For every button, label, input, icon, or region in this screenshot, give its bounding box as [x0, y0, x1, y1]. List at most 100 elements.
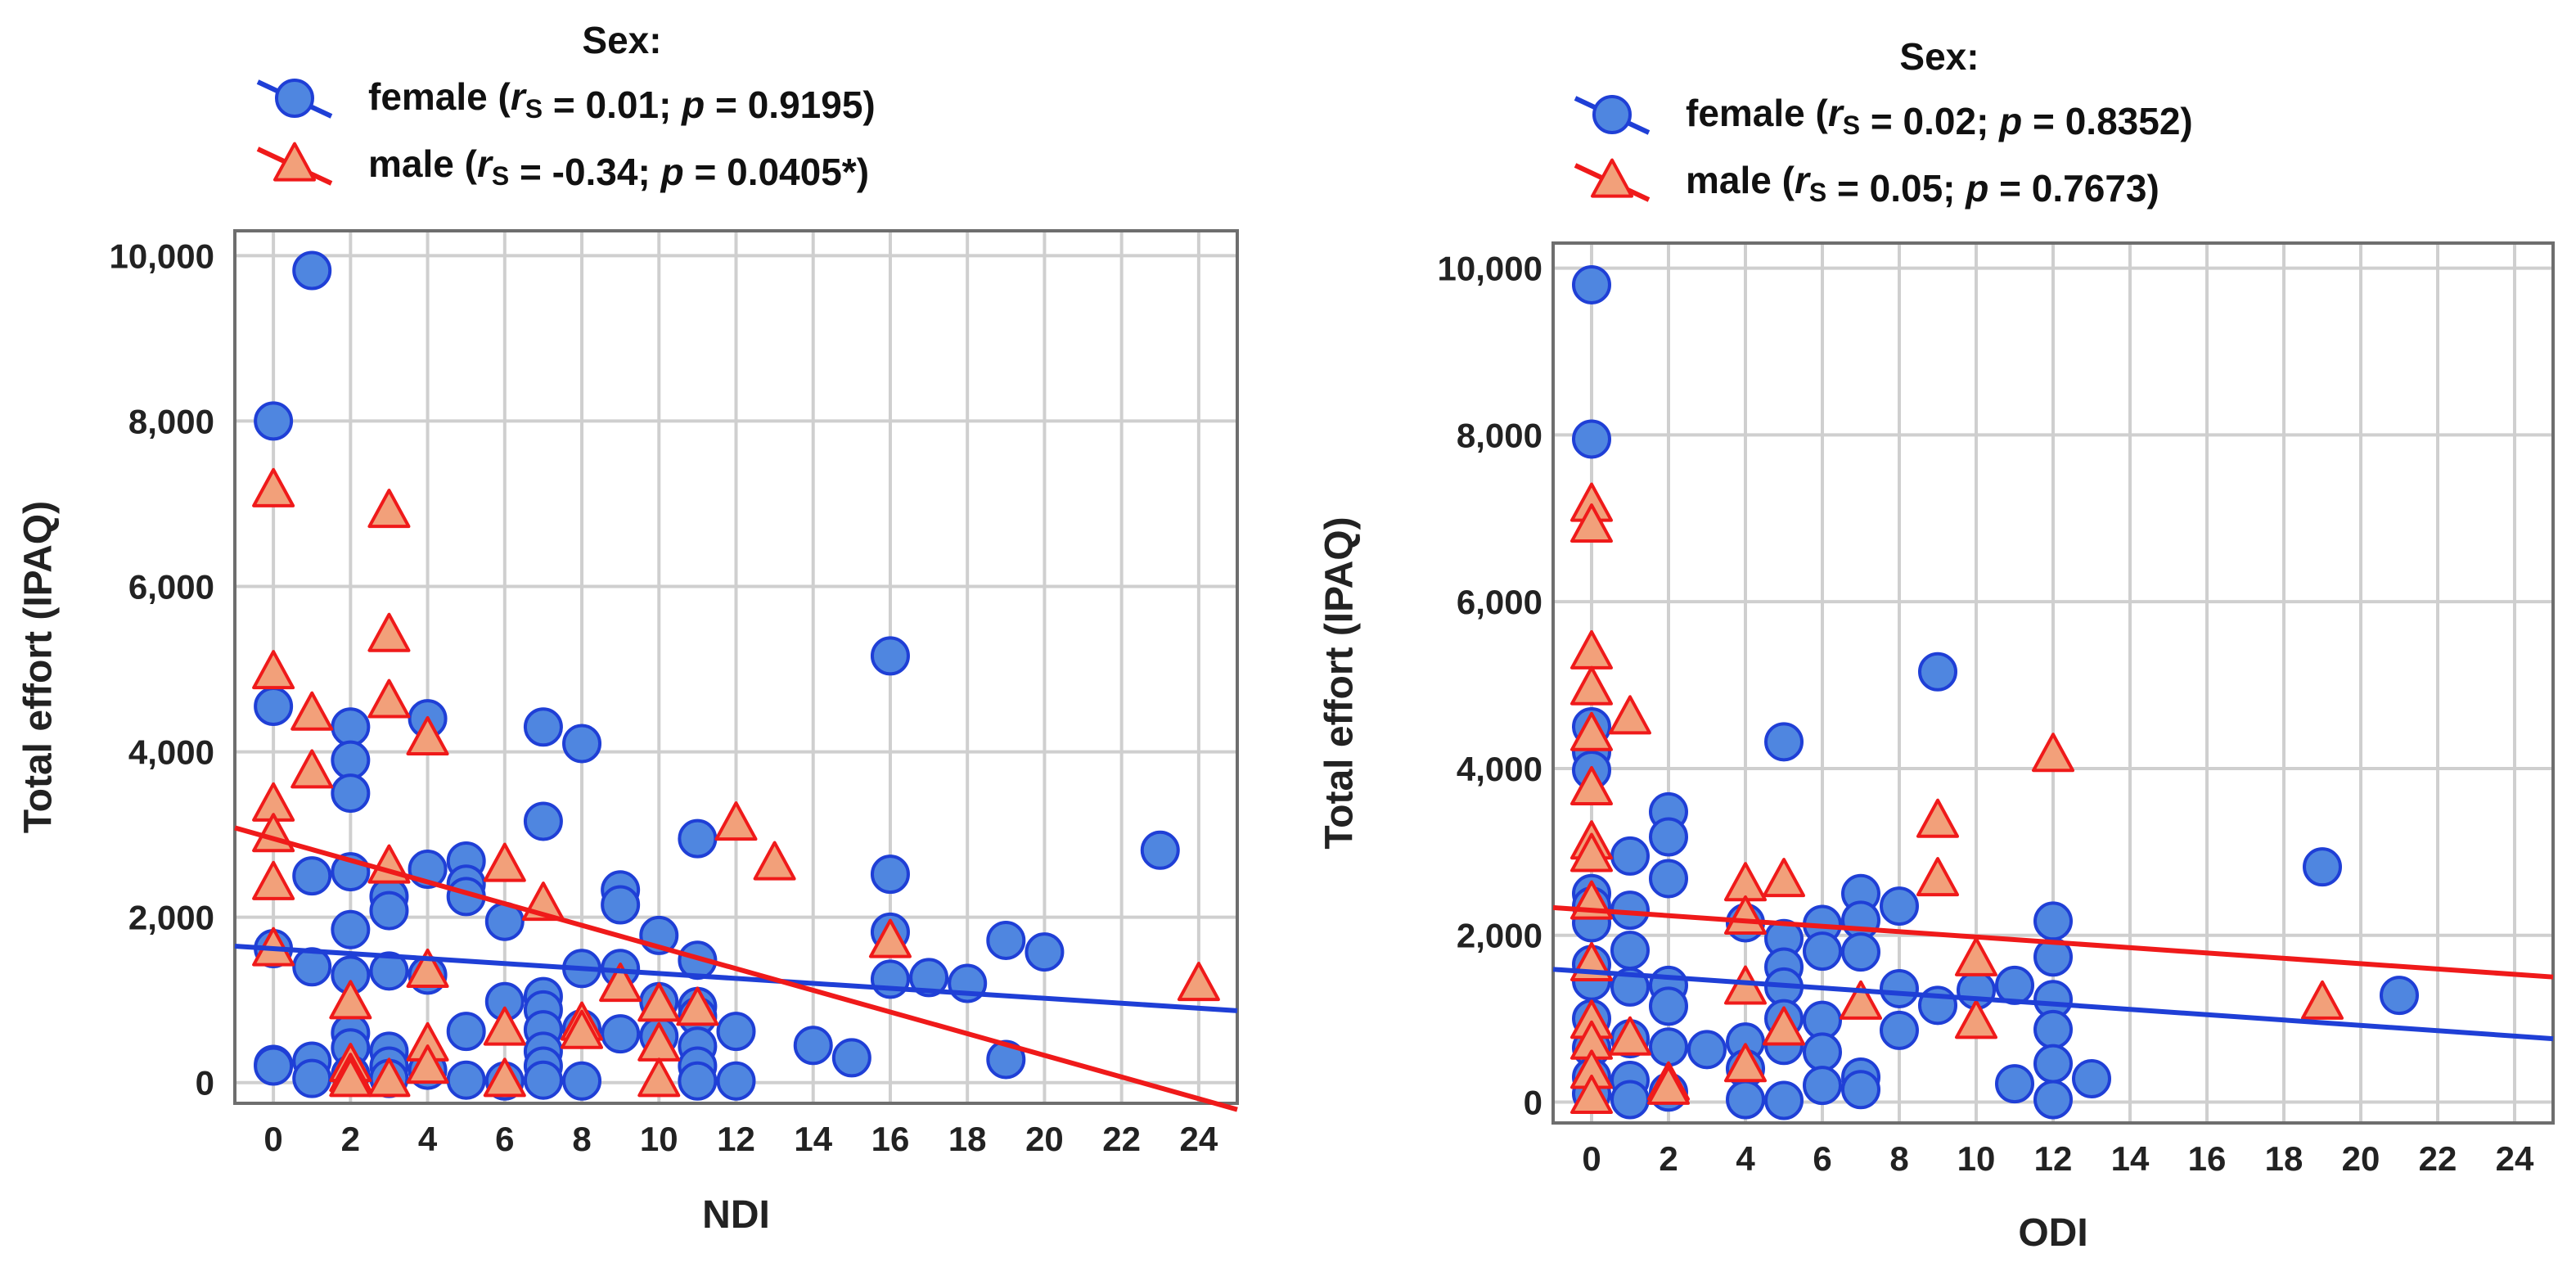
male-point — [561, 1009, 604, 1049]
male-point — [1955, 999, 1997, 1039]
series-male — [252, 467, 1220, 1098]
female-point — [1803, 1066, 1842, 1106]
female-point — [831, 1038, 871, 1078]
female-point — [793, 1026, 833, 1066]
legend-title: Sex: — [1899, 35, 1979, 78]
male-point — [406, 716, 449, 756]
female-point — [1610, 1080, 1650, 1120]
legend: Sex: female (rS = 0.02; p = 0.8352) male (… — [1574, 35, 2193, 210]
female-point — [523, 1060, 563, 1100]
male-point — [1609, 695, 1651, 735]
y-tick-label: 4,000 — [1457, 750, 1542, 788]
male-point — [406, 1044, 449, 1084]
x-tick-label: 8 — [572, 1120, 591, 1158]
female-point — [369, 951, 409, 991]
female-point — [1764, 1080, 1804, 1120]
y-axis-title: Total effort (IPAQ) — [1318, 516, 1362, 849]
female-point — [2033, 937, 2073, 977]
female-point — [1687, 1030, 1727, 1070]
male-point — [1570, 665, 1613, 706]
male-point — [637, 1057, 681, 1098]
legend-entry-male: male (rS = 0.05; p = 0.7673) — [1686, 159, 2159, 210]
female-fit-line — [234, 944, 1238, 1013]
legend-marker-female — [1592, 95, 1632, 134]
y-tick-label: 2,000 — [1457, 917, 1542, 955]
y-tick-label: 10,000 — [110, 237, 214, 275]
y-tick-label: 6,000 — [1457, 583, 1542, 621]
female-point — [523, 801, 563, 841]
legend-title: Sex: — [582, 19, 661, 61]
y-tick-label: 0 — [1524, 1084, 1542, 1122]
female-point — [292, 1058, 332, 1098]
female-point — [562, 1061, 602, 1101]
legend-entry-male: male (rS = -0.34; p = 0.0405*) — [368, 142, 869, 193]
female-point — [446, 1060, 486, 1100]
female-point — [601, 1014, 641, 1054]
chart-panel-2: 0 2 4 6 8 10 12 14 16 18 20 22 2402,0004,0006,0008,0… — [1318, 35, 2555, 1255]
x-tick-label: 0 — [1582, 1139, 1601, 1178]
x-tick-label: 2 — [1659, 1139, 1678, 1178]
female-point — [1140, 830, 1180, 870]
female-point — [2033, 1044, 2073, 1084]
y-tick-label: 8,000 — [128, 402, 214, 440]
male-point — [1570, 1075, 1613, 1115]
female-point — [1764, 722, 1804, 762]
x-tick-label: 2 — [341, 1120, 360, 1158]
female-point — [601, 885, 641, 925]
male-point — [1177, 962, 1220, 1002]
male-point — [290, 691, 334, 731]
female-point — [1572, 264, 1611, 304]
x-tick-label: 10 — [1957, 1139, 1996, 1178]
female-point — [1649, 1027, 1688, 1067]
male-point — [1570, 503, 1613, 543]
female-point — [1610, 967, 1650, 1007]
male-point — [1763, 1006, 1805, 1046]
male-point — [290, 749, 334, 789]
x-tick-label: 14 — [2111, 1139, 2150, 1178]
male-point — [1647, 1065, 1690, 1105]
y-tick-label: 4,000 — [128, 733, 214, 772]
legend: Sex: female (rS = 0.01; p = 0.9195) male (… — [256, 19, 876, 193]
x-tick-label: 16 — [2188, 1139, 2227, 1178]
x-tick-label: 6 — [495, 1120, 514, 1158]
male-point — [1609, 1016, 1651, 1056]
female-point — [1880, 968, 1919, 1008]
female-point — [1841, 932, 1880, 972]
x-tick-label: 0 — [263, 1120, 282, 1158]
female-point — [1803, 1032, 1842, 1072]
female-point — [446, 1012, 486, 1052]
female-point — [523, 707, 563, 747]
x-tick-label: 14 — [794, 1120, 832, 1158]
female-point — [2033, 1009, 2073, 1049]
female-point — [2072, 1058, 2111, 1098]
female-point — [2380, 976, 2419, 1016]
x-tick-label: 24 — [1180, 1120, 1218, 1158]
x-tick-label: 6 — [1813, 1139, 1831, 1178]
female-point — [369, 890, 409, 931]
x-tick-label: 24 — [2496, 1139, 2534, 1178]
female-point — [1025, 932, 1065, 972]
x-tick-label: 16 — [871, 1120, 910, 1158]
male-point — [1570, 711, 1613, 751]
female-point — [1572, 419, 1611, 459]
female-point — [986, 1039, 1026, 1080]
female-point — [1610, 836, 1650, 876]
female-point — [331, 909, 371, 949]
female-point — [331, 740, 371, 780]
female-point — [1649, 817, 1688, 857]
male-fit-line — [1552, 904, 2554, 980]
male-point — [599, 963, 642, 1003]
legend-marker-male — [1591, 158, 1633, 198]
female-point — [1841, 1070, 1880, 1110]
x-tick-label: 8 — [1889, 1139, 1908, 1178]
male-point — [637, 982, 681, 1022]
male-point — [753, 841, 796, 881]
male-point — [1840, 980, 1882, 1020]
male-point — [868, 918, 912, 958]
female-point — [254, 686, 294, 726]
male-point — [367, 612, 411, 652]
female-point — [1995, 1064, 2034, 1104]
y-tick-label: 8,000 — [1457, 416, 1542, 454]
x-tick-label: 20 — [1025, 1120, 1064, 1158]
